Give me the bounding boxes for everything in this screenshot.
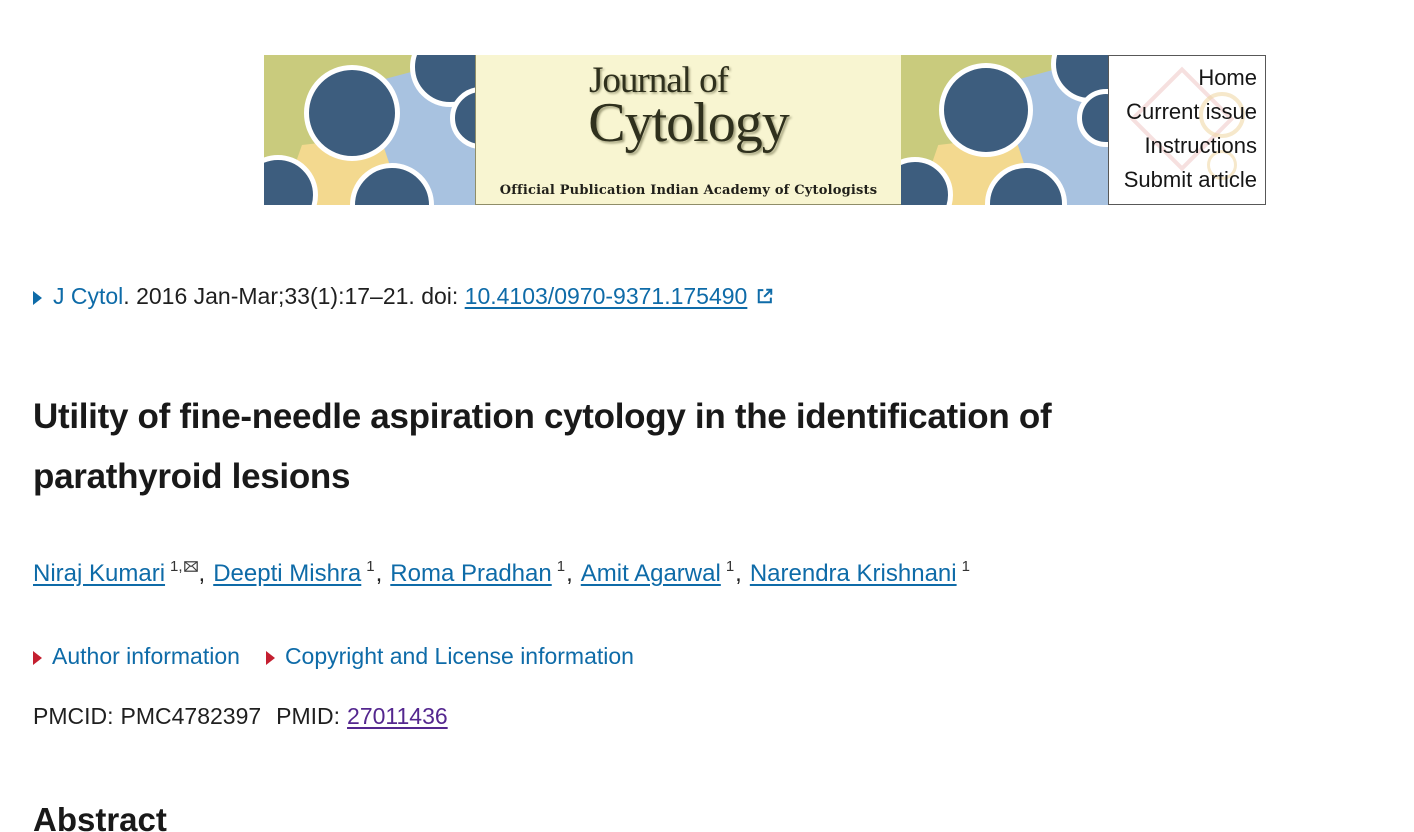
banner-circle — [939, 63, 1033, 157]
banner-pattern-left — [264, 55, 475, 205]
doi-link[interactable]: 10.4103/0970-9371.175490 — [464, 283, 748, 309]
journal-tagline: Official Publication Indian Academy of C… — [499, 183, 878, 198]
article-title-line1: Utility of fine-needle aspiration cytolo… — [33, 397, 1052, 436]
pmcid-value: PMC4782397 — [120, 703, 262, 729]
journal-logo-line2: Cytology — [588, 91, 789, 154]
banner-nav: Home Current issue Instructions Submit arti… — [1108, 55, 1266, 205]
article-title: Utility of fine-needle aspiration cytolo… — [33, 387, 1052, 507]
citation-details: . 2016 Jan-Mar;33(1):17–21. doi: — [123, 283, 465, 309]
external-link-icon — [755, 283, 775, 313]
banner-nav-submit-article[interactable]: Submit article — [1123, 167, 1257, 192]
author-separator: , — [198, 560, 206, 587]
banner-pattern-right — [901, 55, 1108, 205]
watermark-circle-icon — [1207, 150, 1237, 180]
banner-circle — [304, 65, 400, 161]
author-affiliation-sup: 1 — [366, 558, 375, 575]
pmcid-label: PMCID: — [33, 703, 114, 729]
author-link[interactable]: Niraj Kumari — [33, 560, 166, 587]
abstract-heading: Abstract — [33, 801, 167, 832]
author-affiliation-sup: 1 — [961, 558, 970, 575]
citation-expander-icon[interactable] — [33, 291, 42, 305]
copyright-expander-icon[interactable] — [265, 651, 275, 665]
author-link[interactable]: Deepti Mishra — [213, 560, 362, 587]
article-ids-row: PMCID: PMC4782397 PMID: 27011436 — [33, 700, 448, 732]
copyright-license-link[interactable]: Copyright and License information — [284, 643, 634, 669]
journal-logo-line1: Journal of — [589, 60, 729, 101]
info-links-row: Author information Copyright and License … — [33, 640, 634, 672]
journal-banner: Journal of Cytology Official Publication… — [264, 55, 1266, 205]
email-icon — [183, 561, 198, 572]
author-link[interactable]: Amit Agarwal — [580, 560, 721, 587]
pmid-label: PMID: — [276, 703, 341, 729]
journal-link[interactable]: J Cytol — [53, 283, 124, 309]
author-info-expander-icon[interactable] — [33, 651, 42, 665]
author-separator: , — [735, 560, 742, 587]
author-information-link[interactable]: Author information — [52, 643, 240, 669]
author-link[interactable]: Roma Pradhan — [390, 560, 552, 587]
author-affiliation-sup: 1 — [725, 558, 735, 575]
banner-nav-links: Home Current issue Instructions Submit arti… — [1109, 61, 1257, 197]
author-separator: , — [375, 560, 383, 587]
banner-nav-home[interactable]: Home — [1198, 65, 1257, 90]
citation-line: J Cytol. 2016 Jan-Mar;33(1):17–21. doi: … — [33, 281, 775, 313]
author-link[interactable]: Narendra Krishnani — [749, 560, 957, 587]
watermark-circle-icon — [1199, 92, 1245, 138]
author-separator: , — [566, 560, 573, 587]
author-affiliation-sup: 1 — [556, 558, 566, 575]
banner-nav-instructions[interactable]: Instructions — [1144, 133, 1258, 158]
banner-nav-current-issue[interactable]: Current issue — [1126, 99, 1257, 124]
banner-title-panel: Journal of Cytology Official Publication… — [475, 55, 901, 205]
article-title-line2: parathyroid lesions — [33, 457, 351, 496]
author-affiliation-sup: 1, — [170, 558, 198, 575]
authors-line: Niraj Kumari 1,, Deepti Mishra 1, Roma Pradh… — [33, 550, 970, 591]
pmid-link[interactable]: 27011436 — [347, 703, 448, 729]
